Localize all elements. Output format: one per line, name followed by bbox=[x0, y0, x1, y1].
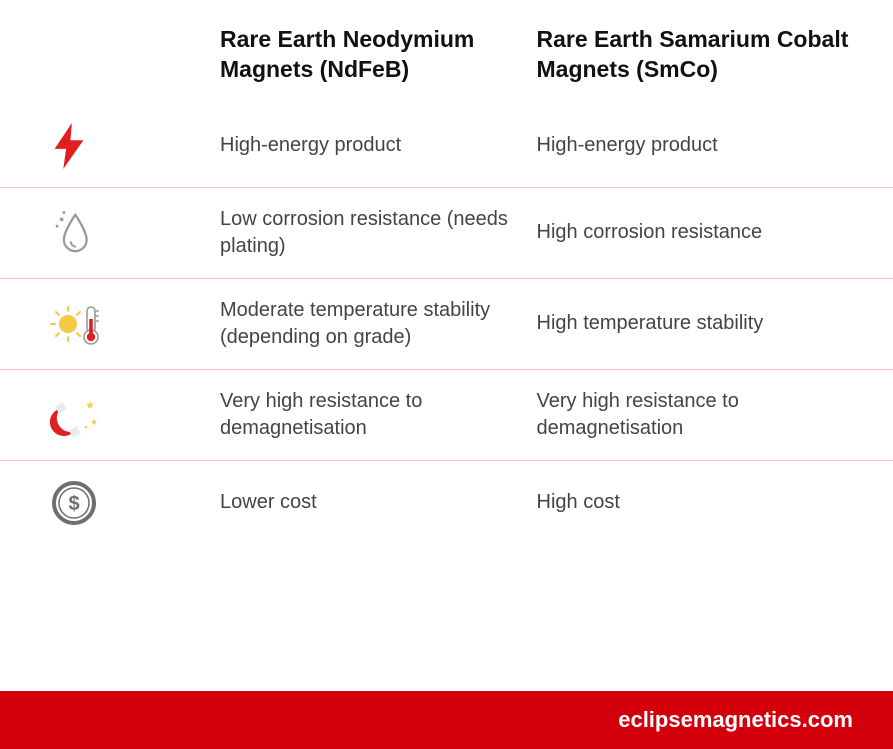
magnet-icon bbox=[40, 391, 220, 439]
table-row: Moderate temperature stability (dependin… bbox=[0, 278, 893, 369]
droplet-icon bbox=[40, 208, 220, 258]
cell-text: High cost bbox=[537, 489, 854, 516]
cell-text: Low corrosion resistance (needs plating) bbox=[220, 206, 537, 260]
cell-text: Moderate temperature stability (dependin… bbox=[220, 297, 537, 351]
column-header-ndfeb: Rare Earth Neodymium Magnets (NdFeB) bbox=[220, 25, 537, 85]
table-row: High-energy product High-energy product bbox=[0, 105, 893, 187]
column-header-smco: Rare Earth Samarium Cobalt Magnets (SmCo… bbox=[537, 25, 854, 85]
table-row: $ Lower cost High cost bbox=[0, 460, 893, 545]
cell-text: High corrosion resistance bbox=[537, 219, 854, 246]
cell-text: High-energy product bbox=[220, 132, 537, 159]
comparison-table: Rare Earth Neodymium Magnets (NdFeB) Rar… bbox=[0, 0, 893, 749]
thermometer-icon bbox=[40, 299, 220, 349]
cell-text: Very high resistance to demagnetisation bbox=[220, 388, 537, 442]
cell-text: High temperature stability bbox=[537, 310, 854, 337]
footer-brand: eclipsemagnetics.com bbox=[0, 691, 893, 749]
cell-text: Lower cost bbox=[220, 489, 537, 516]
cell-text: Very high resistance to demagnetisation bbox=[537, 388, 854, 442]
svg-text:$: $ bbox=[68, 493, 79, 515]
lightning-icon bbox=[40, 123, 220, 169]
dollar-icon: $ bbox=[40, 479, 220, 527]
header-row: Rare Earth Neodymium Magnets (NdFeB) Rar… bbox=[0, 0, 893, 105]
table-row: Low corrosion resistance (needs plating)… bbox=[0, 187, 893, 278]
table-row: Very high resistance to demagnetisation … bbox=[0, 369, 893, 460]
cell-text: High-energy product bbox=[537, 132, 854, 159]
